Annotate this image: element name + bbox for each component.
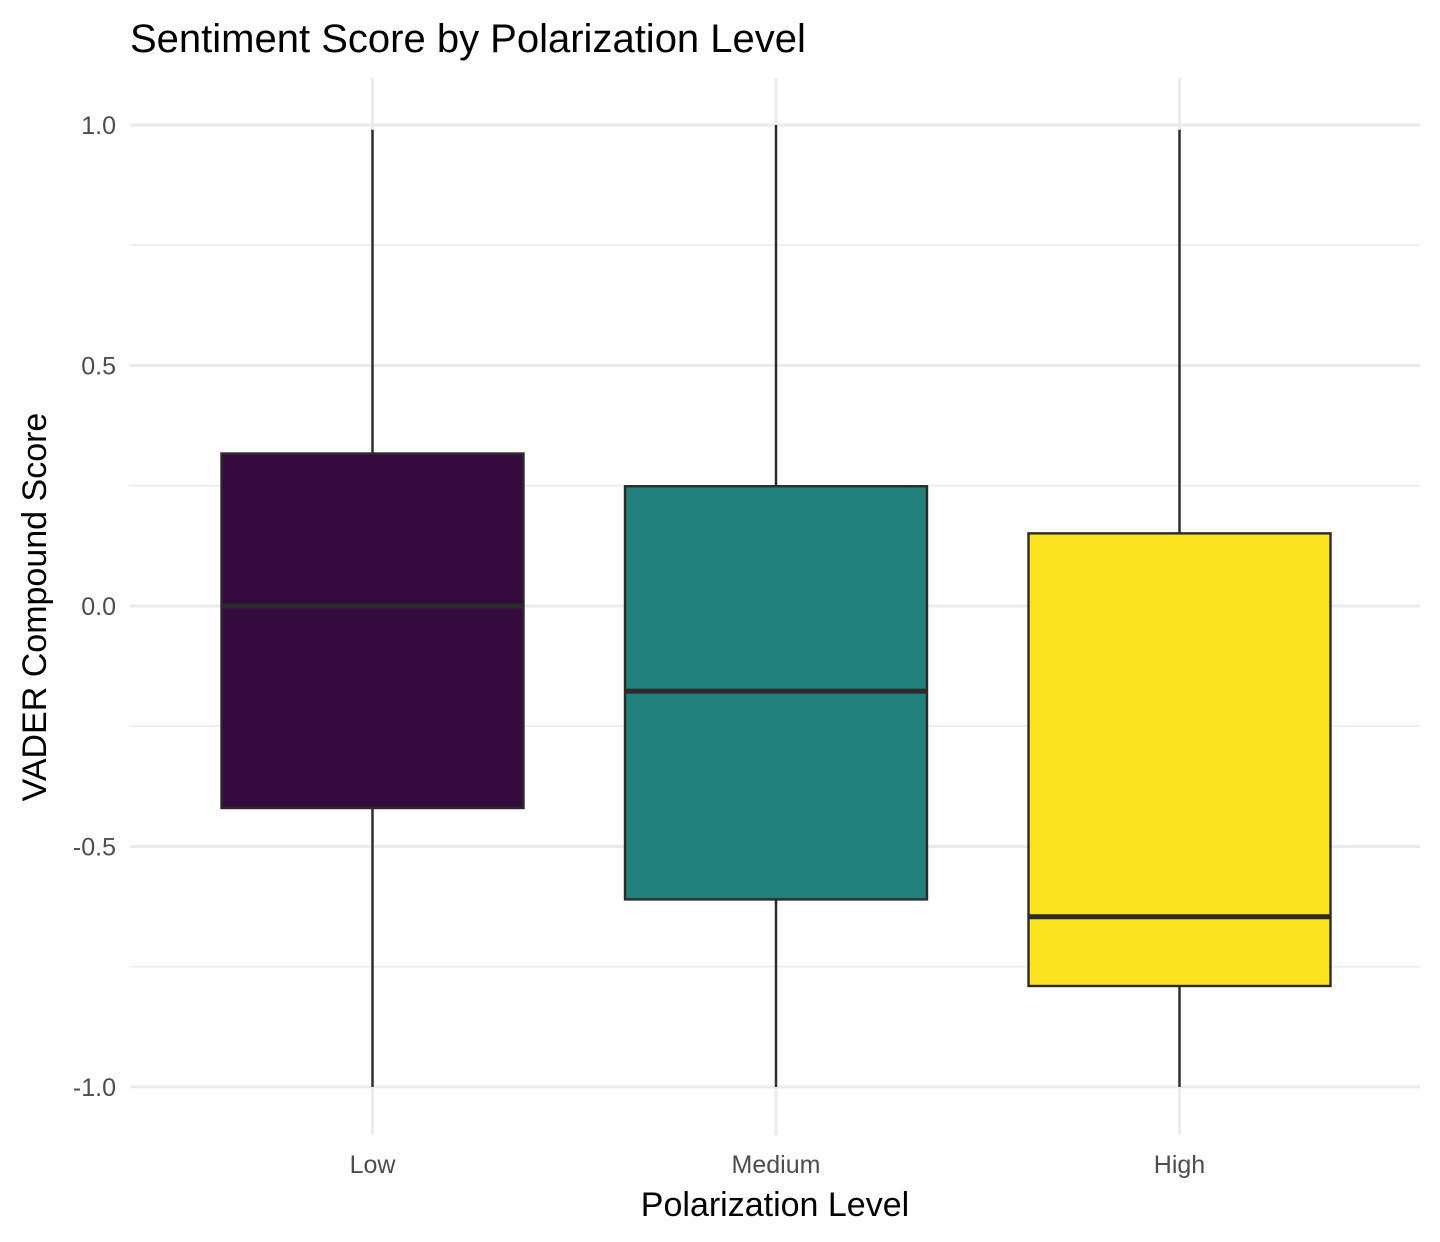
y-axis-title: VADER Compound Score — [16, 413, 54, 802]
y-tick-label: -0.5 — [73, 834, 116, 862]
x-tick-label: Medium — [732, 1151, 821, 1179]
x-tick-labels: Low Medium High — [350, 1151, 1206, 1179]
boxes — [220, 125, 1332, 1087]
y-tick-labels: -1.0 -0.5 0.0 0.5 1.0 — [73, 112, 116, 1102]
iqr-box — [220, 452, 525, 810]
chart-title: Sentiment Score by Polarization Level — [130, 17, 806, 61]
x-axis-title: Polarization Level — [641, 1186, 909, 1224]
y-tick-label: 0.0 — [81, 593, 116, 621]
y-tick-label: 0.5 — [81, 353, 116, 381]
x-tick-label: Low — [350, 1151, 397, 1179]
iqr-box — [1027, 532, 1332, 988]
box-low — [220, 129, 525, 1087]
box-high — [1027, 129, 1332, 1087]
y-tick-label: -1.0 — [73, 1074, 116, 1102]
box-medium — [623, 125, 929, 1087]
x-tick-label: High — [1154, 1151, 1205, 1179]
y-tick-label: 1.0 — [81, 112, 116, 140]
